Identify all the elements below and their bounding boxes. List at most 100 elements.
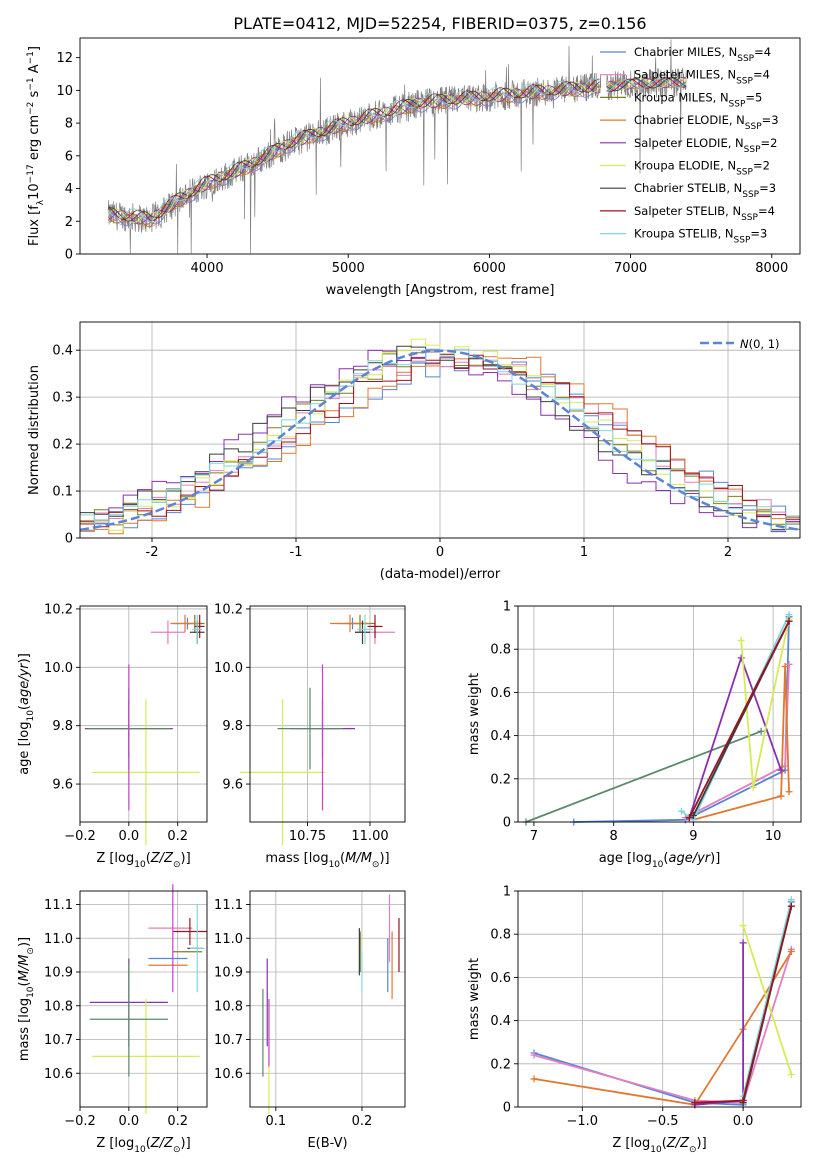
- age-vs-metallicity-panel: −0.2 0.0 0.29.69.810.010.2Z [log10(Z/Z⊙)]a…: [17, 602, 208, 870]
- age-vs-mass-panel: 10.75 11.00 9.6 9.8 10.0 10.2 mass [log10(M/M⊙…: [214, 602, 406, 870]
- data-point: [89, 961, 168, 1077]
- label-fragment: =4: [758, 204, 775, 218]
- axes-frame: [79, 605, 208, 823]
- x-tick-label: 0.0: [119, 829, 140, 844]
- model-spectrum-line: [606, 77, 687, 93]
- label-fragment: SSP: [745, 122, 762, 132]
- label-fragment: mass [log: [265, 851, 328, 866]
- x-tick-label: 10: [765, 829, 782, 844]
- label-fragment: −1: [26, 77, 36, 90]
- weight-series-line: [688, 620, 790, 819]
- label-fragment: ⊙: [689, 1145, 697, 1155]
- label-fragment: age/yr: [17, 662, 32, 705]
- x-tick-label: 0.2: [352, 1114, 373, 1129]
- label-fragment: −1: [26, 51, 36, 64]
- label-fragment: )]: [17, 653, 32, 663]
- label-fragment: N: [740, 337, 749, 351]
- label-fragment: s: [27, 90, 42, 101]
- figure-title: PLATE=0412, MJD=52254, FIBERID=0375, z=0…: [233, 14, 646, 33]
- label-fragment: erg cm: [27, 115, 42, 164]
- label-fragment: )]: [181, 1136, 191, 1151]
- label-fragment: )]: [379, 851, 389, 866]
- y-tick-label: 0.6: [490, 971, 511, 986]
- label-fragment: 10: [652, 860, 664, 870]
- x-tick-label: 1: [580, 545, 588, 560]
- y-tick-label: 0.3: [52, 391, 73, 406]
- y-tick-label: 1: [503, 885, 511, 900]
- label-fragment: Kroupa MILES, N: [634, 90, 729, 104]
- x-axis-label: Z [log10(Z/Z⊙)]: [96, 851, 190, 870]
- label-fragment: SSP: [742, 190, 759, 200]
- data-point: [330, 614, 370, 633]
- mass-vs-metallicity-panel: −0.2 0.0 0.2 10.6 10.7 10.8 10.9 11.0 11.1 Z [log…: [17, 884, 208, 1155]
- x-axis-label: Z [log10(Z/Z⊙)]: [96, 1136, 190, 1155]
- y-axis-label: mass weight: [467, 958, 482, 1040]
- model-spectrum-line: [108, 82, 600, 226]
- plus-marker: [739, 922, 747, 930]
- y-tick-label: 0.1: [52, 485, 73, 500]
- x-tick-label: −0.2: [64, 829, 96, 844]
- label-fragment: Chabrier MILES, N: [634, 45, 737, 59]
- plus-marker: [787, 902, 795, 910]
- label-fragment: 10: [27, 183, 42, 200]
- label-fragment: Z/Z: [666, 1136, 690, 1151]
- data-point: [355, 620, 370, 644]
- spectrum-panel: 4000 5000 6000 7000 8000 0 2 4 6 8 10 12 wavelength …: [26, 37, 801, 298]
- x-tick-label: −1.0: [567, 1114, 599, 1129]
- x-tick-label: 8000: [755, 261, 788, 276]
- y-tick-label: 9.6: [52, 778, 73, 793]
- y-tick-label: 6: [65, 149, 73, 164]
- label-fragment: SSP: [729, 99, 746, 109]
- y-tick-label: 0.8: [490, 643, 511, 658]
- y-tick-label: 0.4: [490, 729, 511, 744]
- label-fragment: Salpeter ELODIE, N: [634, 136, 744, 150]
- label-fragment: Z [log: [612, 1136, 650, 1151]
- data-point: [92, 699, 200, 846]
- x-tick-label: 11.00: [351, 829, 388, 844]
- y-tick-label: 10.6: [214, 1067, 243, 1082]
- model-spectrum-line: [107, 78, 600, 222]
- x-axis-label: E(B-V): [307, 1136, 347, 1151]
- y-tick-label: 8: [65, 117, 73, 132]
- y-tick-label: 0.4: [490, 1014, 511, 1029]
- observed-spectrum-line: [606, 39, 688, 174]
- residual-histogram: [80, 348, 800, 531]
- label-fragment: ⊙: [26, 947, 36, 955]
- plus-marker: [739, 939, 747, 947]
- y-tick-label: 0.8: [490, 928, 511, 943]
- plus-marker: [691, 1099, 699, 1107]
- plus-marker: [749, 783, 757, 791]
- mass-vs-ebv-panel: 0.1 0.2 10.6 10.7 10.8 10.9 11.0 11.1 E(B-V): [214, 890, 406, 1151]
- label-fragment: )]: [181, 851, 191, 866]
- y-tick-label: 0: [503, 1101, 511, 1116]
- legend-entry: Kroupa ELODIE, NSSP=2: [634, 159, 770, 178]
- legend: N(0, 1): [700, 337, 780, 351]
- label-fragment: (: [663, 851, 668, 866]
- label-fragment: mass [log: [17, 998, 32, 1061]
- x-tick-label: -1: [290, 545, 303, 560]
- y-tick-label: 0: [503, 816, 511, 831]
- label-fragment: =3: [762, 113, 779, 127]
- label-fragment: ⊙: [173, 1145, 181, 1155]
- plus-marker: [757, 727, 765, 735]
- label-fragment: (: [17, 981, 32, 986]
- label-fragment: =3: [759, 181, 776, 195]
- label-fragment: (: [146, 1136, 151, 1151]
- label-fragment: )]: [697, 1136, 707, 1151]
- label-fragment: Z [log: [96, 1136, 134, 1151]
- plus-marker: [739, 1097, 747, 1105]
- model-spectrum-line: [107, 83, 600, 228]
- y-tick-label: 9.8: [222, 719, 243, 734]
- axes-frame: [79, 890, 208, 1108]
- y-tick-label: 10.0: [44, 661, 73, 676]
- y-tick-label: 10.6: [44, 1067, 73, 1082]
- y-tick-label: 10.9: [44, 966, 73, 981]
- label-fragment: 10: [134, 1145, 146, 1155]
- plus-marker: [737, 654, 745, 662]
- label-fragment: =2: [753, 159, 770, 173]
- label-fragment: −2: [26, 102, 36, 115]
- label-fragment: Chabrier ELODIE, N: [634, 113, 745, 127]
- legend-entry: Chabrier MILES, NSSP=4: [634, 45, 771, 64]
- data-point: [240, 699, 325, 846]
